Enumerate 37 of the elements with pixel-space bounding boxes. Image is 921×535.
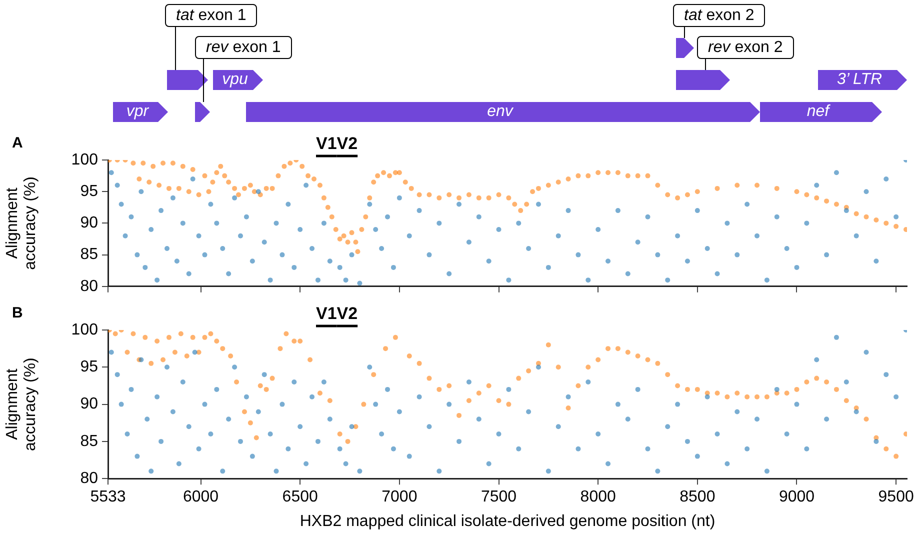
text: 3’ LTR (836, 70, 884, 90)
text: vpr (125, 102, 150, 122)
y-tick-label: 95 (80, 183, 98, 200)
callout-box: rev exon 1 (195, 36, 292, 59)
y-tick-label: 85 (80, 246, 98, 264)
chart-title: B (12, 304, 23, 322)
y-tick-label: 100 (71, 321, 98, 338)
x-tick-label: 8000 (580, 488, 616, 506)
y-tick-label: 90 (80, 396, 98, 413)
y-tick-label: 95 (80, 358, 98, 376)
y-tick-label: 90 (80, 214, 98, 232)
x-tick-label: 9000 (778, 488, 815, 506)
y-axis-title: Alignment accuracy (%) (4, 176, 39, 270)
y-tick-label: 80 (80, 278, 98, 295)
y-tick-label: 100 (71, 151, 98, 168)
callout-box: tat exon 1 (165, 4, 258, 27)
callout-box: rev exon 2 (697, 36, 794, 59)
text: V2 (336, 134, 358, 154)
x-axis-title: HXB2 mapped clinical isolate-derived genome position (nt) (300, 512, 716, 530)
text: nef (806, 102, 832, 122)
text: V1 (316, 134, 337, 154)
x-tick-label: 7000 (382, 488, 418, 506)
y-axis-title: Alignment accuracy (%) (4, 358, 39, 451)
text: env (486, 102, 514, 122)
x-tick-label: 8500 (680, 488, 716, 506)
chart-title: A (12, 134, 23, 152)
x-tick-label: 6000 (182, 488, 219, 506)
text: V2 (336, 304, 358, 324)
text: V1 (316, 304, 337, 324)
y-tick-label: 80 (80, 470, 98, 488)
x-tick-label: 9500 (878, 488, 914, 506)
x-tick-label: 7500 (480, 488, 517, 506)
text: vpu (221, 70, 249, 90)
y-tick-label: 85 (80, 432, 98, 450)
x-tick-label: 6500 (282, 488, 318, 506)
x-tick-label: 5533 (90, 488, 126, 506)
callout-box: tat exon 2 (673, 4, 766, 27)
